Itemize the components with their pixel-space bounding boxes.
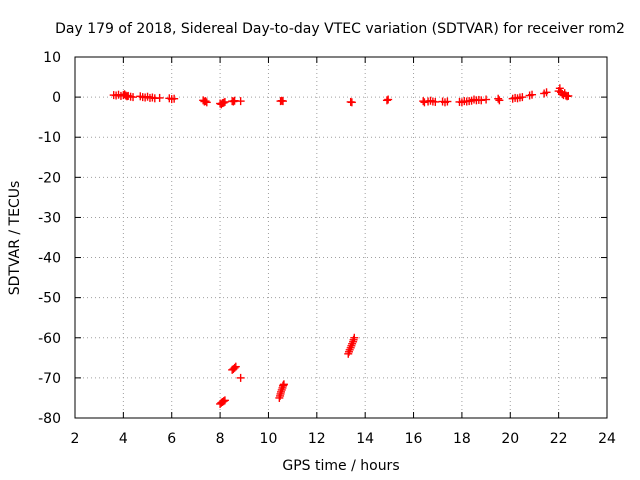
data-point xyxy=(230,363,239,372)
x-tick-label: 14 xyxy=(356,431,374,447)
axis-ticks xyxy=(74,56,608,419)
data-point xyxy=(231,362,240,371)
data-point xyxy=(279,380,288,389)
data-point xyxy=(170,94,179,103)
y-tick-label: 10 xyxy=(43,50,61,66)
x-tick-label: 16 xyxy=(405,431,423,447)
data-point xyxy=(555,84,564,93)
data-point xyxy=(384,95,393,104)
x-tick-label: 4 xyxy=(119,431,128,447)
data-point xyxy=(443,97,452,106)
y-tick-label: -30 xyxy=(38,210,61,226)
data-point xyxy=(420,98,429,107)
data-point xyxy=(278,97,287,106)
data-point xyxy=(350,333,359,342)
data-point xyxy=(129,93,138,102)
x-tick-label: 12 xyxy=(308,431,326,447)
data-point xyxy=(155,93,164,102)
data-point xyxy=(477,96,486,105)
data-point xyxy=(431,97,440,106)
data-point xyxy=(382,96,391,105)
y-tick-label: -10 xyxy=(38,130,61,146)
data-point xyxy=(229,97,238,106)
plot-frame xyxy=(74,56,608,419)
x-tick-label: 8 xyxy=(216,431,225,447)
data-point xyxy=(494,94,503,103)
data-point xyxy=(201,97,210,106)
chart-title: Day 179 of 2018, Sidereal Day-to-day VTE… xyxy=(55,21,625,37)
data-point xyxy=(202,98,211,107)
x-tick-label: 20 xyxy=(501,431,519,447)
y-tick-label: 0 xyxy=(52,90,61,106)
x-axis-label: GPS time / hours xyxy=(282,458,399,474)
x-tick-label: 6 xyxy=(167,431,176,447)
data-point xyxy=(542,88,551,97)
y-tick-labels: 10 0 -10 -20 -30 -40 -50 -60 -70 -80 xyxy=(38,50,61,427)
data-point xyxy=(220,97,229,106)
data-point xyxy=(277,387,286,396)
x-tick-label: 22 xyxy=(550,431,568,447)
y-tick-label: -80 xyxy=(38,411,61,427)
x-tick-label: 24 xyxy=(598,431,616,447)
x-tick-label: 18 xyxy=(453,431,471,447)
data-point xyxy=(219,397,228,406)
data-point xyxy=(495,96,504,105)
y-tick-label: -60 xyxy=(38,331,61,347)
data-point xyxy=(220,396,229,405)
data-point xyxy=(236,373,245,382)
x-tick-labels: 2 4 6 8 10 12 14 16 18 20 22 24 xyxy=(71,431,616,447)
y-tick-label: -70 xyxy=(38,371,61,387)
data-point xyxy=(528,90,537,99)
x-tick-label: 10 xyxy=(260,431,278,447)
data-point xyxy=(219,98,228,107)
x-tick-label: 2 xyxy=(71,431,80,447)
gridlines xyxy=(75,57,607,418)
data-point xyxy=(564,91,573,100)
y-tick-label: -20 xyxy=(38,170,61,186)
data-point xyxy=(482,95,491,104)
data-point xyxy=(518,93,527,102)
data-point xyxy=(236,97,245,106)
y-axis-label: SDTVAR / TECUs xyxy=(7,181,23,296)
data-point xyxy=(275,393,284,402)
data-points xyxy=(109,84,573,408)
y-tick-label: -40 xyxy=(38,251,61,267)
data-point xyxy=(347,98,356,107)
y-tick-label: -50 xyxy=(38,291,61,307)
